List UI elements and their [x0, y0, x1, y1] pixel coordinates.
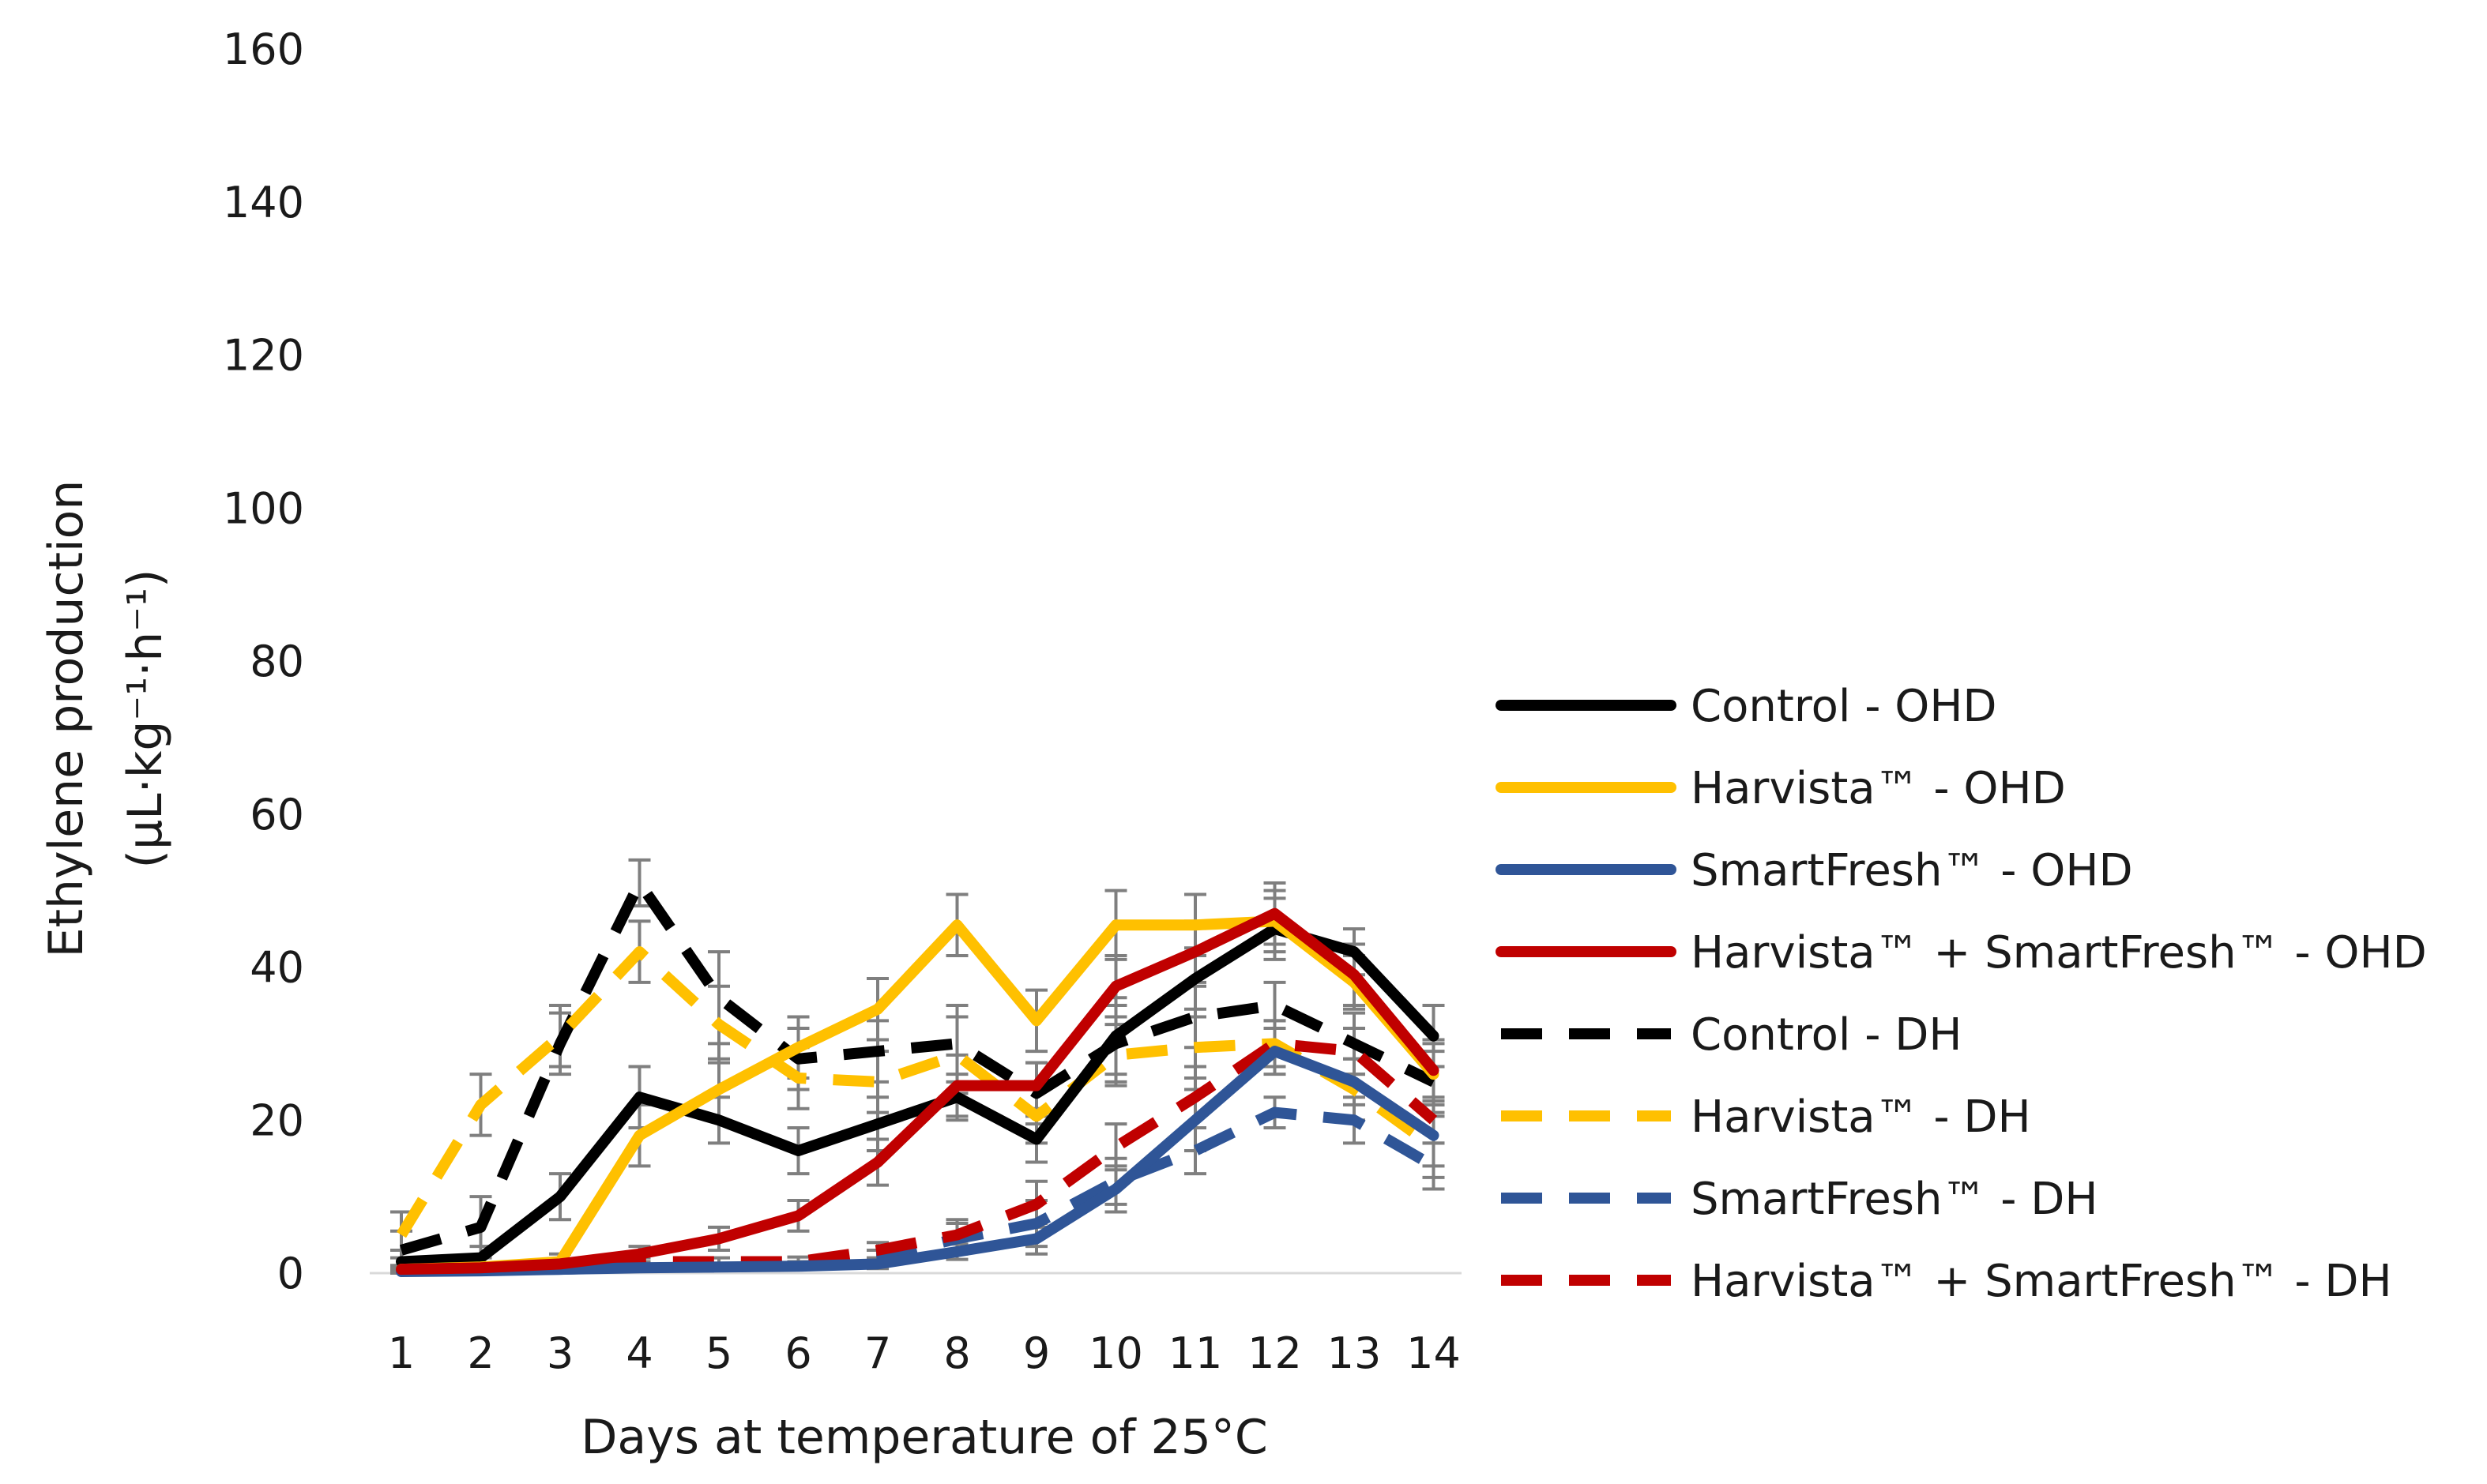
legend-item: Control - OHD	[1496, 681, 1997, 732]
x-tick-label: 1	[388, 1328, 415, 1378]
y-axis-ticks: 0 20 40 60 80 100 120 140 160	[223, 24, 304, 1298]
y-tick-label: 0	[277, 1249, 304, 1298]
legend-label: Harvista™ + SmartFresh™ - OHD	[1691, 927, 2427, 979]
x-tick-label: 6	[784, 1328, 811, 1378]
x-tick-label: 4	[626, 1328, 653, 1378]
legend-label: Harvista™ + SmartFresh™ - DH	[1691, 1256, 2392, 1307]
legend: Control - OHD Harvista™ - OHD SmartFresh™ …	[1496, 681, 2427, 1307]
x-tick-label: 7	[864, 1328, 891, 1378]
legend-label: Harvista™ - DH	[1691, 1091, 2031, 1143]
series-line	[396, 907, 1439, 1275]
legend-item: Harvista™ - OHD	[1496, 763, 2066, 814]
x-tick-label: 3	[547, 1328, 574, 1378]
legend-label: Control - DH	[1691, 1009, 1962, 1061]
series-line	[396, 923, 1439, 1268]
series-line	[396, 915, 1439, 1275]
series-line	[401, 1038, 1438, 1275]
legend-label: Control - OHD	[1691, 681, 1997, 732]
series-line	[397, 946, 1437, 1238]
x-tick-label: 12	[1247, 1328, 1302, 1378]
x-axis-title: Days at temperature of 25°C	[581, 1410, 1268, 1465]
x-tick-label: 5	[705, 1328, 732, 1378]
y-tick-label: 20	[250, 1095, 304, 1145]
y-tick-label: 100	[223, 483, 304, 533]
x-tick-label: 2	[467, 1328, 494, 1378]
y-tick-label: 80	[250, 637, 304, 686]
legend-label: SmartFresh™ - DH	[1691, 1174, 2098, 1225]
y-axis-title: Ethylene production	[39, 480, 94, 958]
x-tick-label: 11	[1168, 1328, 1223, 1378]
error-bar	[1104, 1122, 1127, 1172]
y-tick-label: 60	[250, 790, 304, 840]
legend-item: Harvista™ - DH	[1501, 1091, 2031, 1143]
x-tick-label: 10	[1089, 1328, 1143, 1378]
x-tick-label: 14	[1406, 1328, 1461, 1378]
x-tick-label: 8	[943, 1328, 970, 1378]
series-lines	[396, 877, 1439, 1278]
legend-item: Control - DH	[1501, 1009, 1962, 1061]
legend-label: Harvista™ - OHD	[1691, 763, 2066, 814]
y-tick-label: 40	[250, 943, 304, 993]
legend-label: SmartFresh™ - OHD	[1691, 845, 2133, 896]
y-tick-label: 160	[223, 24, 304, 74]
series-line	[401, 1106, 1437, 1277]
legend-item: Harvista™ + SmartFresh™ - DH	[1501, 1256, 2392, 1307]
x-tick-label: 9	[1023, 1328, 1050, 1378]
legend-item: SmartFresh™ - OHD	[1496, 845, 2133, 896]
y-axis-units: (μL·kg⁻¹·h⁻¹)	[118, 569, 173, 869]
legend-item: SmartFresh™ - DH	[1501, 1174, 2098, 1225]
y-tick-label: 120	[223, 331, 304, 381]
x-tick-label: 13	[1327, 1328, 1382, 1378]
legend-item: Harvista™ + SmartFresh™ - OHD	[1496, 927, 2427, 979]
series-line	[396, 1046, 1439, 1278]
y-tick-label: 140	[223, 178, 304, 227]
x-axis-ticks: 1 2 3 4 5 6 7 8 9 10 11 12 13 14	[388, 1328, 1461, 1378]
